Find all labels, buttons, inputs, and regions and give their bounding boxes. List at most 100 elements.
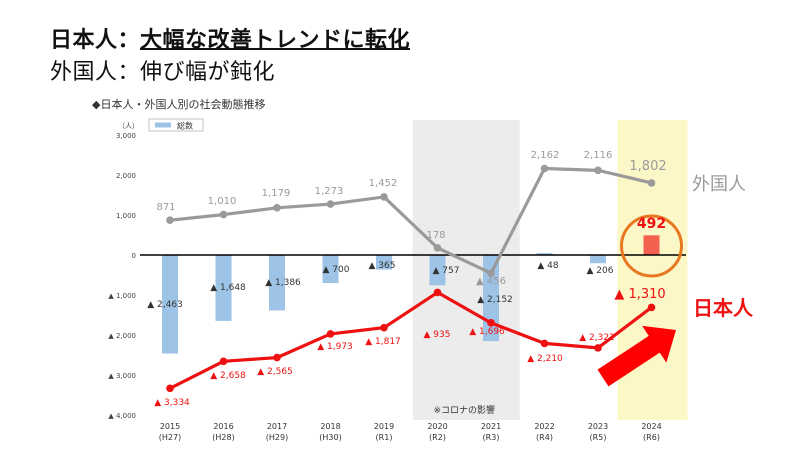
bar-total-label: ▲ 48 — [537, 261, 559, 271]
x-tick-label: 2015 — [160, 422, 180, 431]
foreign-label: 1,452 — [369, 178, 398, 189]
japanese-label: ▲ 1,817 — [365, 337, 401, 347]
bar-total-label-highlight: 492 — [637, 216, 666, 232]
y-tick-label: 3,000 — [116, 132, 136, 140]
covid-band — [412, 120, 520, 420]
japanese-label: ▲ 1,310 — [614, 287, 665, 302]
y-tick-label: 0 — [132, 252, 136, 260]
headline-japanese-prefix: 日本人： — [50, 28, 141, 53]
x-tick-sublabel: (R6) — [643, 433, 660, 442]
trend-arrow-icon — [597, 325, 677, 387]
japanese-point — [487, 319, 495, 327]
foreign-point — [594, 166, 602, 175]
japanese-point — [273, 353, 281, 362]
japanese-label: ▲ 1,973 — [317, 342, 353, 352]
trend-arrow-shape — [597, 325, 677, 387]
x-tick-sublabel: (H29) — [266, 433, 288, 442]
bar-total — [215, 255, 232, 321]
x-tick-label: 2016 — [213, 422, 233, 431]
foreign-label: 178 — [426, 230, 445, 241]
japanese-point — [326, 330, 335, 338]
japanese-label: ▲ 2,658 — [210, 371, 246, 381]
foreign-point — [433, 244, 442, 252]
y-tick-label: 2,000 — [116, 172, 136, 180]
bar-total-label: ▲ 700 — [323, 265, 350, 275]
japanese-line — [169, 290, 653, 390]
y-tick-label: ▲ 2,000 — [108, 332, 136, 340]
chart-subtitle: ◆日本人・外国人別の社会動態推移 — [92, 98, 266, 111]
bar-total — [590, 255, 606, 264]
foreign-label: 2,116 — [584, 150, 613, 161]
x-tick-sublabel: (R3) — [483, 433, 500, 442]
y-tick-label: ▲ 3,000 — [108, 372, 136, 380]
bar-total — [162, 255, 178, 354]
bar-total-label: ▲ 365 — [369, 261, 396, 271]
japanese-label: ▲ 1,696 — [469, 327, 505, 337]
japanese-point — [219, 357, 228, 366]
x-tick-label: 2024 — [641, 422, 661, 431]
japanese-label: ▲ 2,565 — [257, 367, 293, 377]
x-tick-sublabel: (R4) — [536, 433, 553, 442]
headline-foreign: 外国人：伸び幅が鈍化 — [50, 60, 276, 85]
headline-japanese: 日本人：大幅な改善トレンドに転化 — [50, 22, 410, 54]
foreign-point — [647, 179, 656, 187]
japanese-point — [594, 344, 602, 352]
x-tick-sublabel: (R2) — [429, 433, 446, 442]
series-name-japanese: 日本人 — [693, 296, 754, 320]
bar-total-label: ▲ 2,463 — [147, 300, 183, 310]
foreign-label: 1,273 — [315, 186, 344, 197]
x-tick-sublabel: (H27) — [159, 433, 181, 442]
x-tick-label: 2019 — [374, 422, 394, 431]
foreign-point — [326, 200, 335, 208]
foreign-line — [169, 166, 652, 275]
covid-note: ※コロナの影響 — [433, 404, 495, 416]
foreign-point — [166, 216, 174, 224]
foreign-point — [219, 210, 228, 219]
bar-total — [536, 253, 553, 255]
y-unit-label: （人） — [118, 122, 139, 130]
x-tick-label: 2018 — [320, 422, 340, 431]
x-tick-sublabel: (R1) — [376, 433, 393, 442]
foreign-point — [380, 193, 388, 201]
bar-total — [322, 255, 339, 283]
bar-total — [429, 255, 446, 286]
japanese-point — [540, 339, 549, 348]
foreign-label: ▲ 456 — [476, 276, 506, 287]
y-tick-label: ▲ 1,000 — [108, 292, 136, 300]
japanese-point — [380, 323, 388, 332]
japanese-label: ▲ 2,210 — [527, 354, 563, 364]
bar-total-label: ▲ 206 — [587, 266, 614, 276]
highlight-circle — [620, 214, 683, 278]
foreign-label: 2,162 — [531, 150, 560, 161]
foreign-label: 871 — [156, 202, 175, 213]
japanese-label: ▲ 3,334 — [154, 398, 190, 408]
japanese-label: ▲ 935 — [424, 330, 451, 340]
y-tick-label: 1,000 — [116, 212, 136, 220]
japanese-point — [166, 384, 174, 393]
legend-swatch-total — [155, 122, 171, 128]
foreign-point — [487, 269, 495, 278]
x-tick-sublabel: (H30) — [319, 433, 341, 442]
x-tick-label: 2023 — [588, 422, 608, 431]
x-tick-sublabel: (R5) — [590, 433, 607, 442]
foreign-label: 1,010 — [208, 196, 237, 207]
x-tick-label: 2021 — [481, 422, 501, 431]
foreign-label: 1,179 — [262, 188, 291, 199]
japanese-point — [433, 288, 442, 297]
x-tick-label: 2020 — [427, 422, 447, 431]
legend-label-total: 総数 — [177, 121, 193, 131]
japanese-point — [647, 303, 656, 312]
y-tick-label: ▲ 4,000 — [108, 412, 136, 420]
bar-total-label: ▲ 757 — [433, 266, 460, 276]
foreign-point — [540, 164, 549, 173]
legend-box — [148, 118, 204, 132]
foreign-point — [273, 204, 281, 212]
x-tick-sublabel: (H28) — [212, 433, 234, 442]
bar-total — [376, 255, 392, 270]
bar-total — [643, 235, 660, 255]
headline-japanese-emphasis: 大幅な改善トレンドに転化 — [140, 28, 411, 53]
bar-total-label: ▲ 1,386 — [265, 278, 301, 288]
bar-total-label: ▲ 2,152 — [477, 295, 513, 305]
bar-total — [269, 255, 285, 311]
